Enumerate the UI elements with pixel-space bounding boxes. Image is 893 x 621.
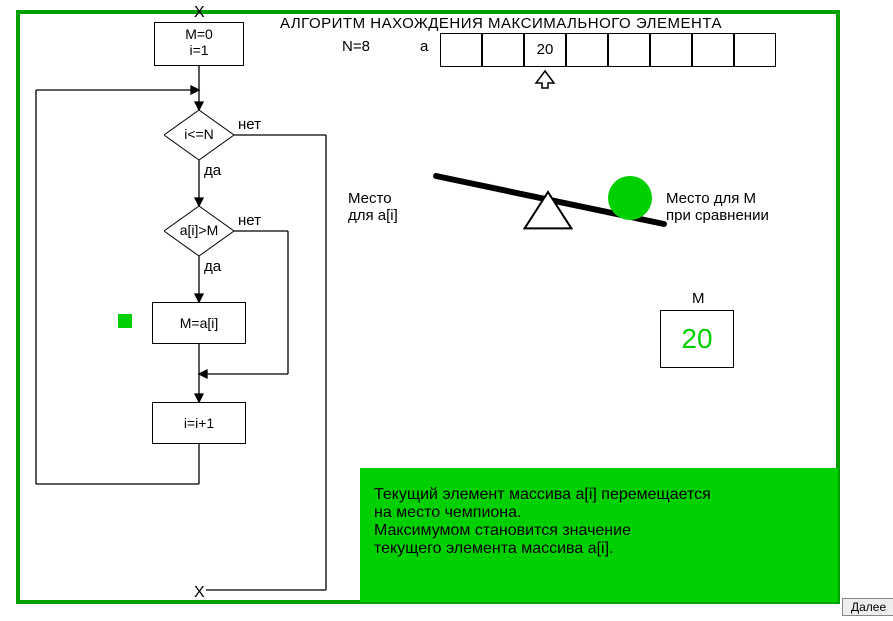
info-line: Текущий элемент массива a[i] перемещаетс… (374, 486, 824, 504)
m-value: 20 (661, 311, 733, 367)
info-panel: Текущий элемент массива a[i] перемещаетс… (360, 468, 838, 602)
m-label: M (692, 290, 705, 307)
canvas: АЛГОРИТМ НАХОЖДЕНИЯ МАКСИМАЛЬНОГО ЭЛЕМЕН… (0, 0, 893, 621)
seesaw-right-label: Место для Mпри сравнении (666, 190, 769, 224)
info-line: текущего элемента массива a[i]. (374, 540, 824, 558)
info-line: Максимумом становится значение (374, 522, 824, 540)
info-line: на место чемпиона. (374, 504, 824, 522)
next-button[interactable]: Далее (842, 598, 893, 616)
m-value-box: 20 (660, 310, 734, 368)
seesaw-left-label: Местодля a[i] (348, 190, 398, 224)
